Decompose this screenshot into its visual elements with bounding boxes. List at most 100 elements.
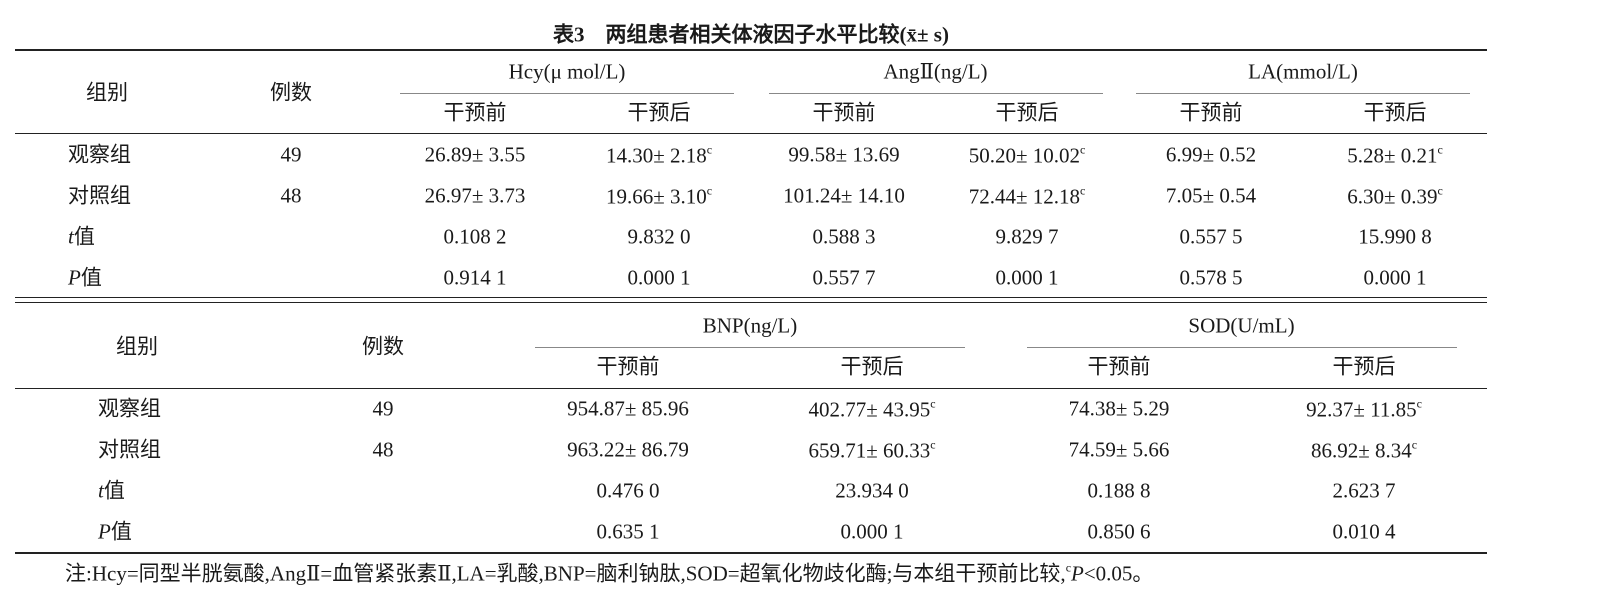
cell: 9.829 7 (995, 224, 1059, 249)
cell: 402.77± 43.95c (808, 398, 935, 421)
header-rule (15, 133, 1487, 134)
cell-value: 92.37± 11.85 (1306, 397, 1417, 422)
group-underline (1026, 347, 1457, 348)
cell-value: 0.635 1 (596, 519, 660, 544)
row-label-italic: P (68, 265, 81, 290)
cell-value: 19.66± 3.10 (605, 184, 707, 209)
cell-value: 7.05± 0.54 (1165, 183, 1257, 208)
row-label-text: 观察组 (98, 396, 161, 421)
cell-value: 9.832 0 (627, 224, 691, 249)
row-label-text: 值 (80, 265, 102, 290)
row-label: 观察组 (68, 144, 131, 166)
cell: 23.934 0 (835, 478, 909, 503)
cell-value: 963.22± 86.79 (567, 437, 689, 462)
row-label-italic: t (98, 478, 104, 503)
subheader: 干预前 (1087, 354, 1151, 379)
count-header: 例数 (362, 334, 404, 358)
cell-superscript: c (1416, 396, 1422, 411)
bottom-rule (15, 552, 1487, 554)
group-header: 组别 (86, 80, 128, 104)
cell-superscript: c (1411, 437, 1418, 452)
cell: 0.000 1 (627, 265, 691, 290)
cell-value: 0.000 1 (840, 519, 904, 544)
column-group-label: AngⅡ(ng/L) (883, 59, 988, 84)
row-label-italic: P (98, 519, 111, 544)
cell-value: 0.000 1 (627, 265, 691, 290)
cell: 2.623 7 (1332, 478, 1396, 503)
cell-value: 0.188 8 (1087, 478, 1151, 503)
cell: 50.20± 10.02c (969, 144, 1086, 167)
cell: 0.476 0 (597, 480, 660, 502)
cell: 0.588 3 (812, 224, 876, 249)
cell-value: 23.934 0 (835, 478, 909, 503)
group-header: 组别 (116, 334, 158, 358)
subheader: 干预前 (812, 100, 876, 125)
cell-value: 99.58± 13.69 (788, 142, 900, 167)
group-underline (400, 93, 734, 94)
group-underline (535, 347, 965, 348)
subheader: 干预前 (1179, 100, 1243, 125)
cell-value: 0.000 1 (1363, 265, 1427, 290)
subheader: 干预后 (1332, 354, 1396, 379)
cell: 0.188 8 (1087, 478, 1151, 503)
cell-value: 72.44± 12.18 (968, 184, 1080, 209)
cell-value: 0.108 2 (443, 224, 507, 249)
cell: 0.557 7 (813, 267, 876, 289)
row-label-text: 值 (110, 519, 132, 544)
cell: 0.557 5 (1180, 226, 1243, 248)
count: 49 (372, 396, 394, 421)
column-group-label: LA(mmol/L) (1248, 59, 1358, 84)
cell: 74.38± 5.29 (1068, 396, 1170, 421)
cell-value: 0.850 6 (1087, 519, 1151, 544)
cell-superscript: c (930, 437, 936, 452)
cell: 963.22± 86.79 (567, 437, 689, 462)
cell: 15.990 8 (1358, 224, 1432, 249)
cell: 92.37± 11.85c (1306, 398, 1422, 421)
cell-value: 9.829 7 (995, 224, 1059, 249)
cell-superscript: c (706, 183, 713, 198)
title: 表3 两组患者相关体液因子水平比较(x̄± s) (553, 22, 949, 47)
cell: 954.87± 85.96 (567, 396, 689, 421)
row-label-text: 对照组 (98, 437, 161, 462)
cell-superscript: c (1437, 183, 1443, 198)
cell: 14.30± 2.18c (606, 144, 712, 167)
footnote-text: 注:Hcy=同型半胱氨酸,AngⅡ=血管紧张素Ⅱ,LA=乳酸,BNP=脑利钠肽,… (65, 561, 1066, 586)
cell: 0.914 1 (443, 265, 507, 290)
cell-value: 74.38± 5.29 (1068, 396, 1170, 421)
cell: 0.010 4 (1332, 519, 1396, 544)
count: 48 (280, 183, 302, 208)
cell: 26.97± 3.73 (425, 185, 526, 207)
cell-value: 74.59± 5.66 (1068, 437, 1170, 462)
cell: 0.000 1 (996, 267, 1059, 289)
cell-value: 0.588 3 (812, 224, 876, 249)
top-rule (15, 49, 1487, 51)
row-label: P值 (98, 519, 132, 544)
header-rule (15, 388, 1487, 389)
separator-rule (15, 302, 1487, 303)
row-label: t值 (68, 224, 95, 249)
column-group-label: SOD(U/mL) (1188, 313, 1295, 338)
cell-value: 0.914 1 (443, 265, 507, 290)
row-label-text: 值 (103, 478, 125, 503)
cell-value: 954.87± 85.96 (567, 396, 689, 421)
row-label: P值 (68, 265, 102, 290)
cell-value: 15.990 8 (1358, 224, 1432, 249)
footnote: 注:Hcy=同型半胱氨酸,AngⅡ=血管紧张素Ⅱ,LA=乳酸,BNP=脑利钠肽,… (65, 562, 1153, 585)
row-label-text: 值 (73, 224, 95, 249)
subheader: 干预前 (596, 354, 660, 379)
row-label: 观察组 (98, 396, 161, 421)
cell-value: 6.30± 0.39 (1347, 184, 1438, 209)
subheader: 干预后 (840, 354, 904, 379)
cell-value: 0.010 4 (1332, 519, 1396, 544)
count: 48 (372, 437, 394, 462)
cell-superscript: c (1079, 142, 1086, 157)
subheader: 干预前 (443, 100, 507, 125)
cell-value: 101.24± 14.10 (783, 183, 905, 208)
cell: 9.832 0 (627, 224, 691, 249)
cell-value: 2.623 7 (1332, 478, 1396, 503)
row-label: 对照组 (98, 437, 161, 462)
count-header: 例数 (270, 80, 312, 104)
cell: 6.30± 0.39c (1347, 185, 1443, 208)
cell-superscript: c (930, 396, 936, 411)
cell: 72.44± 12.18c (969, 185, 1086, 208)
